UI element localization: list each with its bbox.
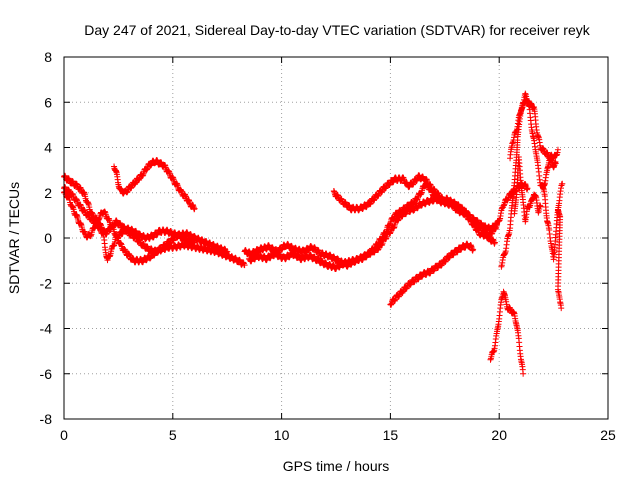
plot-frame	[63, 56, 609, 420]
data-point-marker	[224, 248, 231, 255]
data-point-marker	[191, 205, 198, 212]
data-point-marker	[470, 246, 477, 253]
data-marks	[61, 90, 566, 377]
y-tick-label: 2	[44, 185, 52, 201]
y-tick-label: -4	[40, 321, 53, 337]
x-tick-label: 10	[274, 427, 290, 443]
data-point-marker	[558, 305, 565, 312]
x-tick-label: 20	[491, 427, 507, 443]
data-point-marker	[524, 185, 531, 192]
y-tick-label: -2	[40, 275, 53, 291]
data-point-marker	[491, 239, 498, 246]
series-s10	[498, 90, 559, 270]
x-tick-label: 25	[600, 427, 616, 443]
series-s7	[330, 172, 501, 234]
data-point-marker	[559, 180, 566, 187]
y-tick-label: 4	[44, 140, 52, 156]
series-s12	[511, 154, 544, 225]
series-s4	[111, 157, 198, 213]
data-point-marker	[552, 160, 559, 167]
series-s9	[487, 288, 527, 377]
series-s14	[554, 207, 565, 312]
chart-title: Day 247 of 2021, Sidereal Day-to-day VTE…	[84, 22, 590, 38]
x-tick-label: 15	[383, 427, 399, 443]
series-s6	[245, 180, 498, 272]
data-point-marker	[191, 239, 198, 246]
y-tick-label: -6	[40, 366, 53, 382]
data-point-marker	[520, 370, 527, 377]
data-point-marker	[241, 262, 248, 269]
series-s8	[387, 240, 477, 308]
x-tick-label: 5	[169, 427, 177, 443]
data-point-marker	[554, 146, 561, 153]
data-point-marker	[494, 221, 501, 228]
axis-ticks: 0 5 10 15 20 25 -8 -6 -4 -2 0 2 4 6 8	[40, 49, 616, 443]
y-tick-label: 6	[44, 94, 52, 110]
y-tick-label: -8	[40, 411, 53, 427]
series-s11	[507, 96, 561, 162]
y-tick-label: 0	[44, 230, 52, 246]
x-tick-label: 0	[60, 427, 68, 443]
data-point-marker	[537, 203, 544, 210]
y-tick-label: 8	[44, 49, 52, 65]
y-axis-label: SDTVAR / TECUs	[6, 182, 22, 294]
x-axis-label: GPS time / hours	[283, 458, 390, 474]
